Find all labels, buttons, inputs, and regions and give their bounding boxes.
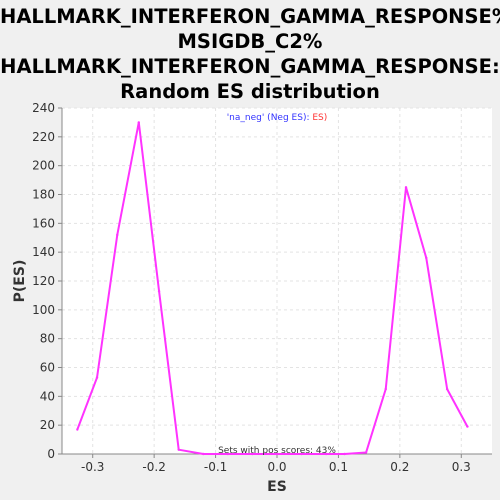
x-tick-label: 0.1 bbox=[329, 460, 348, 474]
y-tick-label: 160 bbox=[32, 216, 55, 230]
x-tick-label: -0.1 bbox=[204, 460, 227, 474]
data-point bbox=[425, 256, 428, 260]
y-tick-label: 200 bbox=[32, 159, 55, 173]
y-tick-label: 180 bbox=[32, 188, 55, 202]
data-point bbox=[324, 452, 328, 456]
data-point bbox=[116, 233, 119, 237]
data-point bbox=[177, 448, 180, 451]
grid-lines bbox=[62, 107, 492, 455]
data-point bbox=[404, 186, 408, 189]
chart-title-line-2: MSIGDB_C2% bbox=[177, 30, 323, 53]
data-point bbox=[251, 452, 254, 456]
y-tick-label: 120 bbox=[32, 274, 55, 288]
data-point bbox=[466, 425, 469, 428]
data-point bbox=[157, 289, 161, 293]
y-tick-label: 20 bbox=[40, 418, 55, 432]
data-point bbox=[202, 452, 205, 456]
chart-title-line-4: Random ES distribution bbox=[120, 80, 380, 103]
x-tick-label: -0.2 bbox=[142, 460, 165, 474]
y-tick-label: 100 bbox=[32, 303, 55, 317]
chart-title-line-3: HALLMARK_INTERFERON_GAMMA_RESPONSE: bbox=[0, 55, 500, 78]
y-tick-label: 60 bbox=[40, 361, 55, 375]
data-point bbox=[384, 387, 387, 391]
chart-title-line-1: HALLMARK_INTERFERON_GAMMA_RESPONSE% bbox=[0, 5, 500, 28]
data-point bbox=[95, 376, 99, 379]
series-layer bbox=[76, 121, 469, 456]
data-point bbox=[226, 452, 230, 456]
data-point bbox=[300, 452, 303, 456]
data-point bbox=[343, 452, 346, 456]
data-point bbox=[364, 451, 368, 454]
legend-part: 'na_neg' (Neg ES) bbox=[227, 113, 307, 123]
x-tick-label: 0.3 bbox=[452, 460, 471, 474]
y-tick-label: 80 bbox=[40, 332, 55, 346]
y-tick-label: 0 bbox=[47, 447, 55, 461]
annotation-pos-scores: Sets with pos scores: 43% bbox=[218, 446, 336, 456]
data-point bbox=[275, 452, 279, 456]
data-point bbox=[137, 121, 140, 124]
y-tick-label: 40 bbox=[40, 389, 55, 403]
axes: 0 20 40 60 80 100 120 140 160 180 200 220 240 -0.3 -0.… bbox=[32, 101, 492, 474]
chart-title: HALLMARK_INTERFERON_GAMMA_RESPONSE% MSIG… bbox=[0, 4, 500, 104]
legend: 'na_neg' (Neg ES): ES) bbox=[227, 113, 328, 123]
chart-text: 'na_neg' (Neg ES): ES) Sets with pos sco… bbox=[12, 113, 336, 495]
y-tick-label: 240 bbox=[32, 101, 55, 115]
x-tick-label: 0.0 bbox=[267, 460, 286, 474]
x-tick-label: -0.3 bbox=[81, 460, 104, 474]
data-point bbox=[445, 387, 449, 391]
x-tick-label: 0.2 bbox=[390, 460, 409, 474]
y-tick-label: 220 bbox=[32, 130, 55, 144]
legend-part: : bbox=[306, 113, 312, 123]
y-tick-label: 140 bbox=[32, 245, 55, 259]
y-axis-label: P(ES) bbox=[12, 260, 28, 303]
legend-part: ES) bbox=[312, 113, 327, 123]
x-axis-label: ES bbox=[267, 479, 287, 495]
data-point bbox=[76, 428, 79, 431]
